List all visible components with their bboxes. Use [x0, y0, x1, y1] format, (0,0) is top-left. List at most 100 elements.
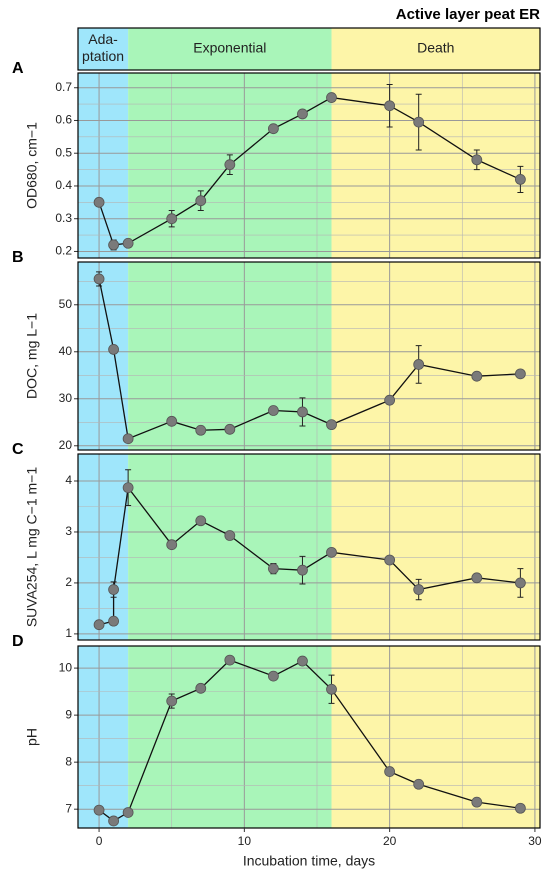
y-tick-label: 8 [65, 754, 72, 768]
phase-band [128, 28, 332, 70]
data-point [297, 655, 308, 667]
y-tick-label: 7 [65, 801, 72, 815]
panel-frame [77, 261, 541, 451]
y-tick-label: 50 [59, 297, 73, 311]
data-point [413, 584, 425, 595]
y-axis-label: SUVA254, L mg C−1 m−1 [24, 467, 40, 628]
data-point [384, 100, 396, 112]
y-tick-label: 40 [59, 344, 73, 358]
x-tick-label: 10 [238, 834, 252, 848]
data-point [413, 116, 425, 128]
y-tick-label: 0.4 [55, 178, 72, 192]
phase-band [78, 646, 129, 828]
panel-frame [77, 72, 541, 259]
data-point [413, 359, 425, 370]
panel-letter: D [12, 633, 24, 650]
data-point [326, 92, 337, 103]
panel-frame [77, 645, 541, 829]
data-point [108, 815, 119, 827]
data-point [268, 405, 279, 416]
data-line [98, 486, 521, 626]
data-point [195, 424, 207, 436]
phase-band [331, 73, 540, 258]
phase-band [128, 646, 332, 828]
data-point [297, 108, 308, 120]
x-tick-label: 30 [528, 834, 542, 848]
data-point [122, 807, 134, 818]
phase-band [331, 262, 540, 450]
header-frame [77, 27, 541, 71]
x-tick-label: 20 [383, 834, 397, 848]
data-point [326, 683, 337, 695]
data-point [224, 654, 236, 666]
data-point [93, 619, 105, 631]
data-point [108, 615, 119, 627]
data-point [384, 394, 396, 406]
y-tick-label: 4 [65, 473, 72, 487]
phase-band [78, 262, 129, 450]
phase-label: ptation [82, 48, 124, 64]
x-tick-label: 0 [96, 834, 103, 848]
data-point [195, 682, 207, 694]
data-point [93, 196, 105, 208]
phase-band [128, 262, 332, 450]
y-axis-label: OD680, cm−1 [24, 122, 40, 209]
data-point [93, 804, 105, 816]
data-point [268, 563, 279, 575]
y-tick-label: 30 [59, 391, 73, 405]
x-axis-label: Incubation time, days [243, 853, 375, 869]
data-point [297, 406, 308, 418]
data-point [471, 154, 483, 166]
data-point [122, 433, 134, 445]
phase-label: Death [417, 40, 454, 56]
y-tick-label: 1 [65, 626, 72, 640]
phase-band [331, 28, 540, 70]
panel-letter: A [12, 60, 24, 77]
phase-band [78, 73, 129, 258]
data-point [514, 802, 526, 814]
data-point [471, 370, 483, 382]
data-point [166, 695, 178, 707]
panel-frame [77, 453, 541, 641]
data-point [384, 766, 396, 777]
y-tick-label: 0.6 [55, 113, 72, 127]
data-point [195, 195, 207, 207]
data-point [514, 577, 526, 589]
y-tick-label: 9 [65, 707, 72, 721]
data-point [224, 159, 236, 171]
data-point [108, 344, 119, 355]
data-point [166, 415, 178, 427]
figure-title: Active layer peat ER [396, 6, 540, 23]
data-point [268, 670, 279, 682]
data-point [326, 419, 337, 431]
y-tick-label: 0.7 [55, 80, 72, 94]
phase-band [78, 454, 129, 640]
y-tick-label: 0.5 [55, 145, 72, 159]
panel-letter: C [12, 441, 24, 458]
phase-band [78, 28, 129, 70]
phase-band [128, 454, 332, 640]
data-point [326, 546, 337, 558]
phase-band [331, 454, 540, 640]
data-point [471, 572, 483, 584]
y-tick-label: 3 [65, 524, 72, 538]
data-point [384, 554, 396, 566]
panel-letter: B [12, 249, 24, 266]
data-point [108, 584, 119, 595]
y-tick-label: 20 [59, 438, 73, 452]
data-point [471, 796, 483, 808]
data-point [108, 239, 119, 251]
y-tick-label: 0.2 [55, 244, 72, 258]
y-axis-label: pH [24, 728, 40, 746]
data-point [413, 778, 425, 790]
y-tick-label: 10 [59, 660, 73, 674]
data-point [93, 273, 105, 285]
data-point [122, 237, 134, 249]
data-point [166, 539, 178, 551]
y-tick-label: 0.3 [55, 211, 72, 225]
data-point [514, 174, 526, 185]
data-point [224, 423, 236, 435]
data-point [122, 482, 134, 494]
data-point [514, 368, 526, 380]
